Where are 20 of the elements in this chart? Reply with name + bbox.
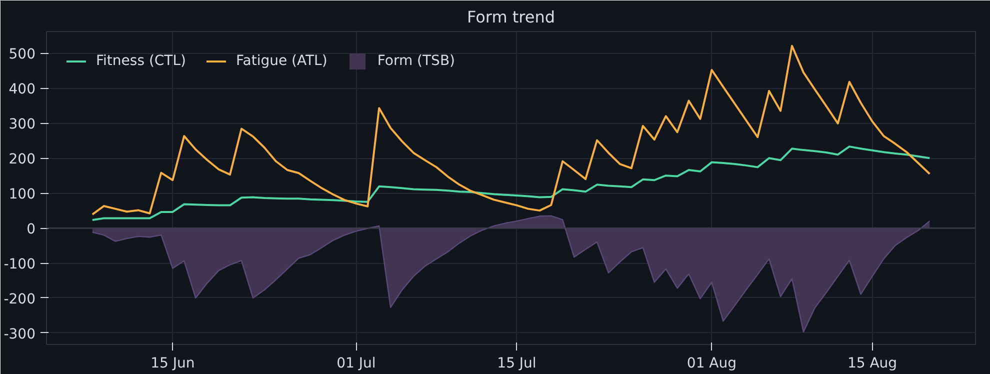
- legend-label: Fatigue (ATL): [236, 53, 328, 69]
- y-tick-label: 400: [8, 82, 36, 98]
- x-tick-label: 01 Jul: [336, 356, 376, 372]
- y-tick-label: 500: [8, 46, 36, 63]
- y-tick-label: 0: [26, 222, 36, 238]
- legend-label: Fitness (CTL): [96, 53, 186, 69]
- legend-label: Form (TSB): [377, 53, 456, 69]
- y-tick-label: -300: [4, 326, 36, 342]
- y-tick-label: 100: [8, 186, 36, 203]
- x-tick-label: 01 Aug: [686, 356, 737, 372]
- chart-title: Form trend: [466, 8, 556, 26]
- y-tick-label: 200: [8, 152, 36, 168]
- x-tick-label: 15 Aug: [847, 356, 898, 372]
- line-series: [91, 146, 931, 221]
- y-tick-label: -100: [4, 256, 36, 273]
- y-tick-label: -200: [4, 291, 36, 308]
- x-tick-label: 15 Jul: [497, 356, 536, 372]
- x-tick-label: 15 Jun: [150, 356, 195, 372]
- y-tick-label: 300: [8, 116, 36, 133]
- line-series: [91, 44, 931, 216]
